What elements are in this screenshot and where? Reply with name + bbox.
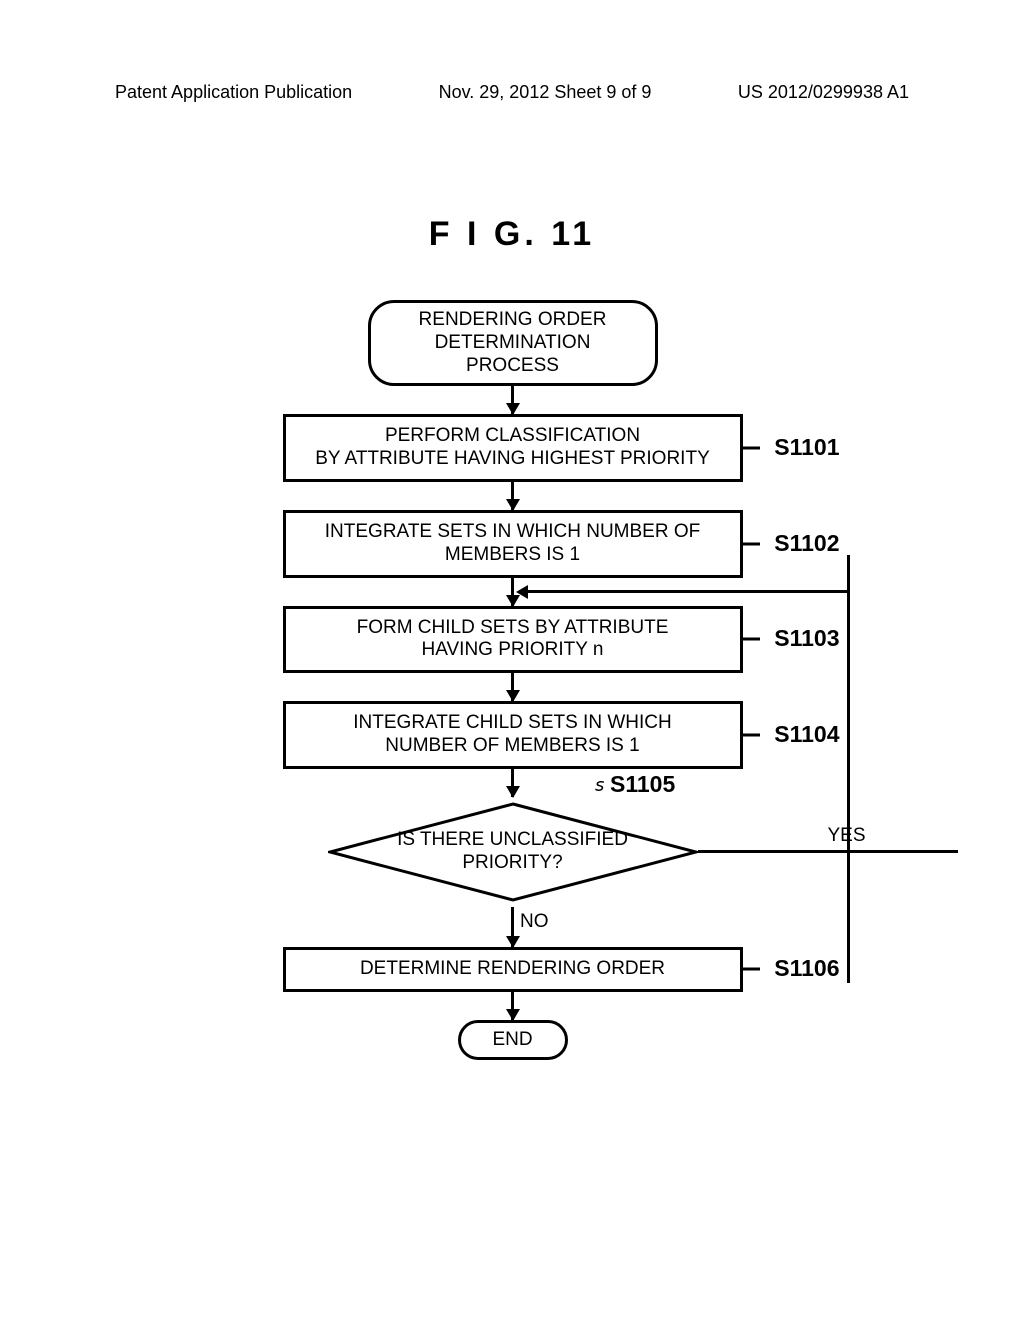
process-text: DETERMINE RENDERING ORDER [360, 958, 665, 979]
header-date-sheet: Nov. 29, 2012 Sheet 9 of 9 [439, 82, 652, 103]
step-label-s1106: S1106 [774, 955, 839, 983]
step-label-s1105: S1105 [610, 771, 675, 798]
end-text: END [492, 1029, 532, 1050]
connector [740, 447, 760, 450]
decision-text: IS THERE UNCLASSIFIEDPRIORITY? [393, 829, 633, 875]
terminator-start: RENDERING ORDERDETERMINATION PROCESS [368, 300, 658, 386]
no-label: NO [520, 911, 549, 933]
connector [740, 968, 760, 971]
connector [740, 733, 760, 736]
figure-title: F I G. 11 [0, 215, 1024, 254]
step-label-s1104: S1104 [774, 721, 839, 749]
arrow [511, 673, 514, 701]
terminator-end: END [458, 1020, 568, 1061]
yes-line [698, 850, 958, 853]
arrow [511, 386, 514, 414]
connector [740, 638, 760, 641]
process-s1102: INTEGRATE SETS IN WHICH NUMBER OFMEMBERS… [283, 510, 743, 578]
process-s1106: DETERMINE RENDERING ORDER S1106 [283, 947, 743, 992]
label-curve: 𝘴 [595, 775, 604, 796]
start-text: RENDERING ORDERDETERMINATION PROCESS [419, 309, 607, 376]
process-s1104: INTEGRATE CHILD SETS IN WHICHNUMBER OF M… [283, 701, 743, 769]
process-text: INTEGRATE SETS IN WHICH NUMBER OFMEMBERS… [325, 521, 700, 565]
arrow [511, 482, 514, 510]
arrow [511, 769, 514, 797]
step-label-s1103: S1103 [774, 626, 839, 654]
process-s1101: PERFORM CLASSIFICATIONBY ATTRIBUTE HAVIN… [283, 414, 743, 482]
process-text: FORM CHILD SETS BY ATTRIBUTEHAVING PRIOR… [357, 617, 669, 661]
header-publication: Patent Application Publication [115, 82, 352, 103]
loop-line [527, 590, 850, 593]
header-doc-number: US 2012/0299938 A1 [738, 82, 909, 103]
arrow [511, 578, 514, 606]
step-label-s1101: S1101 [774, 434, 839, 462]
step-label-s1102: S1102 [774, 530, 839, 558]
process-text: INTEGRATE CHILD SETS IN WHICHNUMBER OF M… [353, 712, 671, 756]
page-header: Patent Application Publication Nov. 29, … [0, 82, 1024, 103]
decision-s1105: IS THERE UNCLASSIFIEDPRIORITY? YES [283, 797, 743, 907]
arrow [511, 992, 514, 1020]
arrow [511, 907, 514, 947]
process-text: PERFORM CLASSIFICATIONBY ATTRIBUTE HAVIN… [315, 425, 710, 469]
flowchart: RENDERING ORDERDETERMINATION PROCESS PER… [175, 300, 850, 1060]
connector [740, 542, 760, 545]
process-s1103: FORM CHILD SETS BY ATTRIBUTEHAVING PRIOR… [283, 606, 743, 674]
